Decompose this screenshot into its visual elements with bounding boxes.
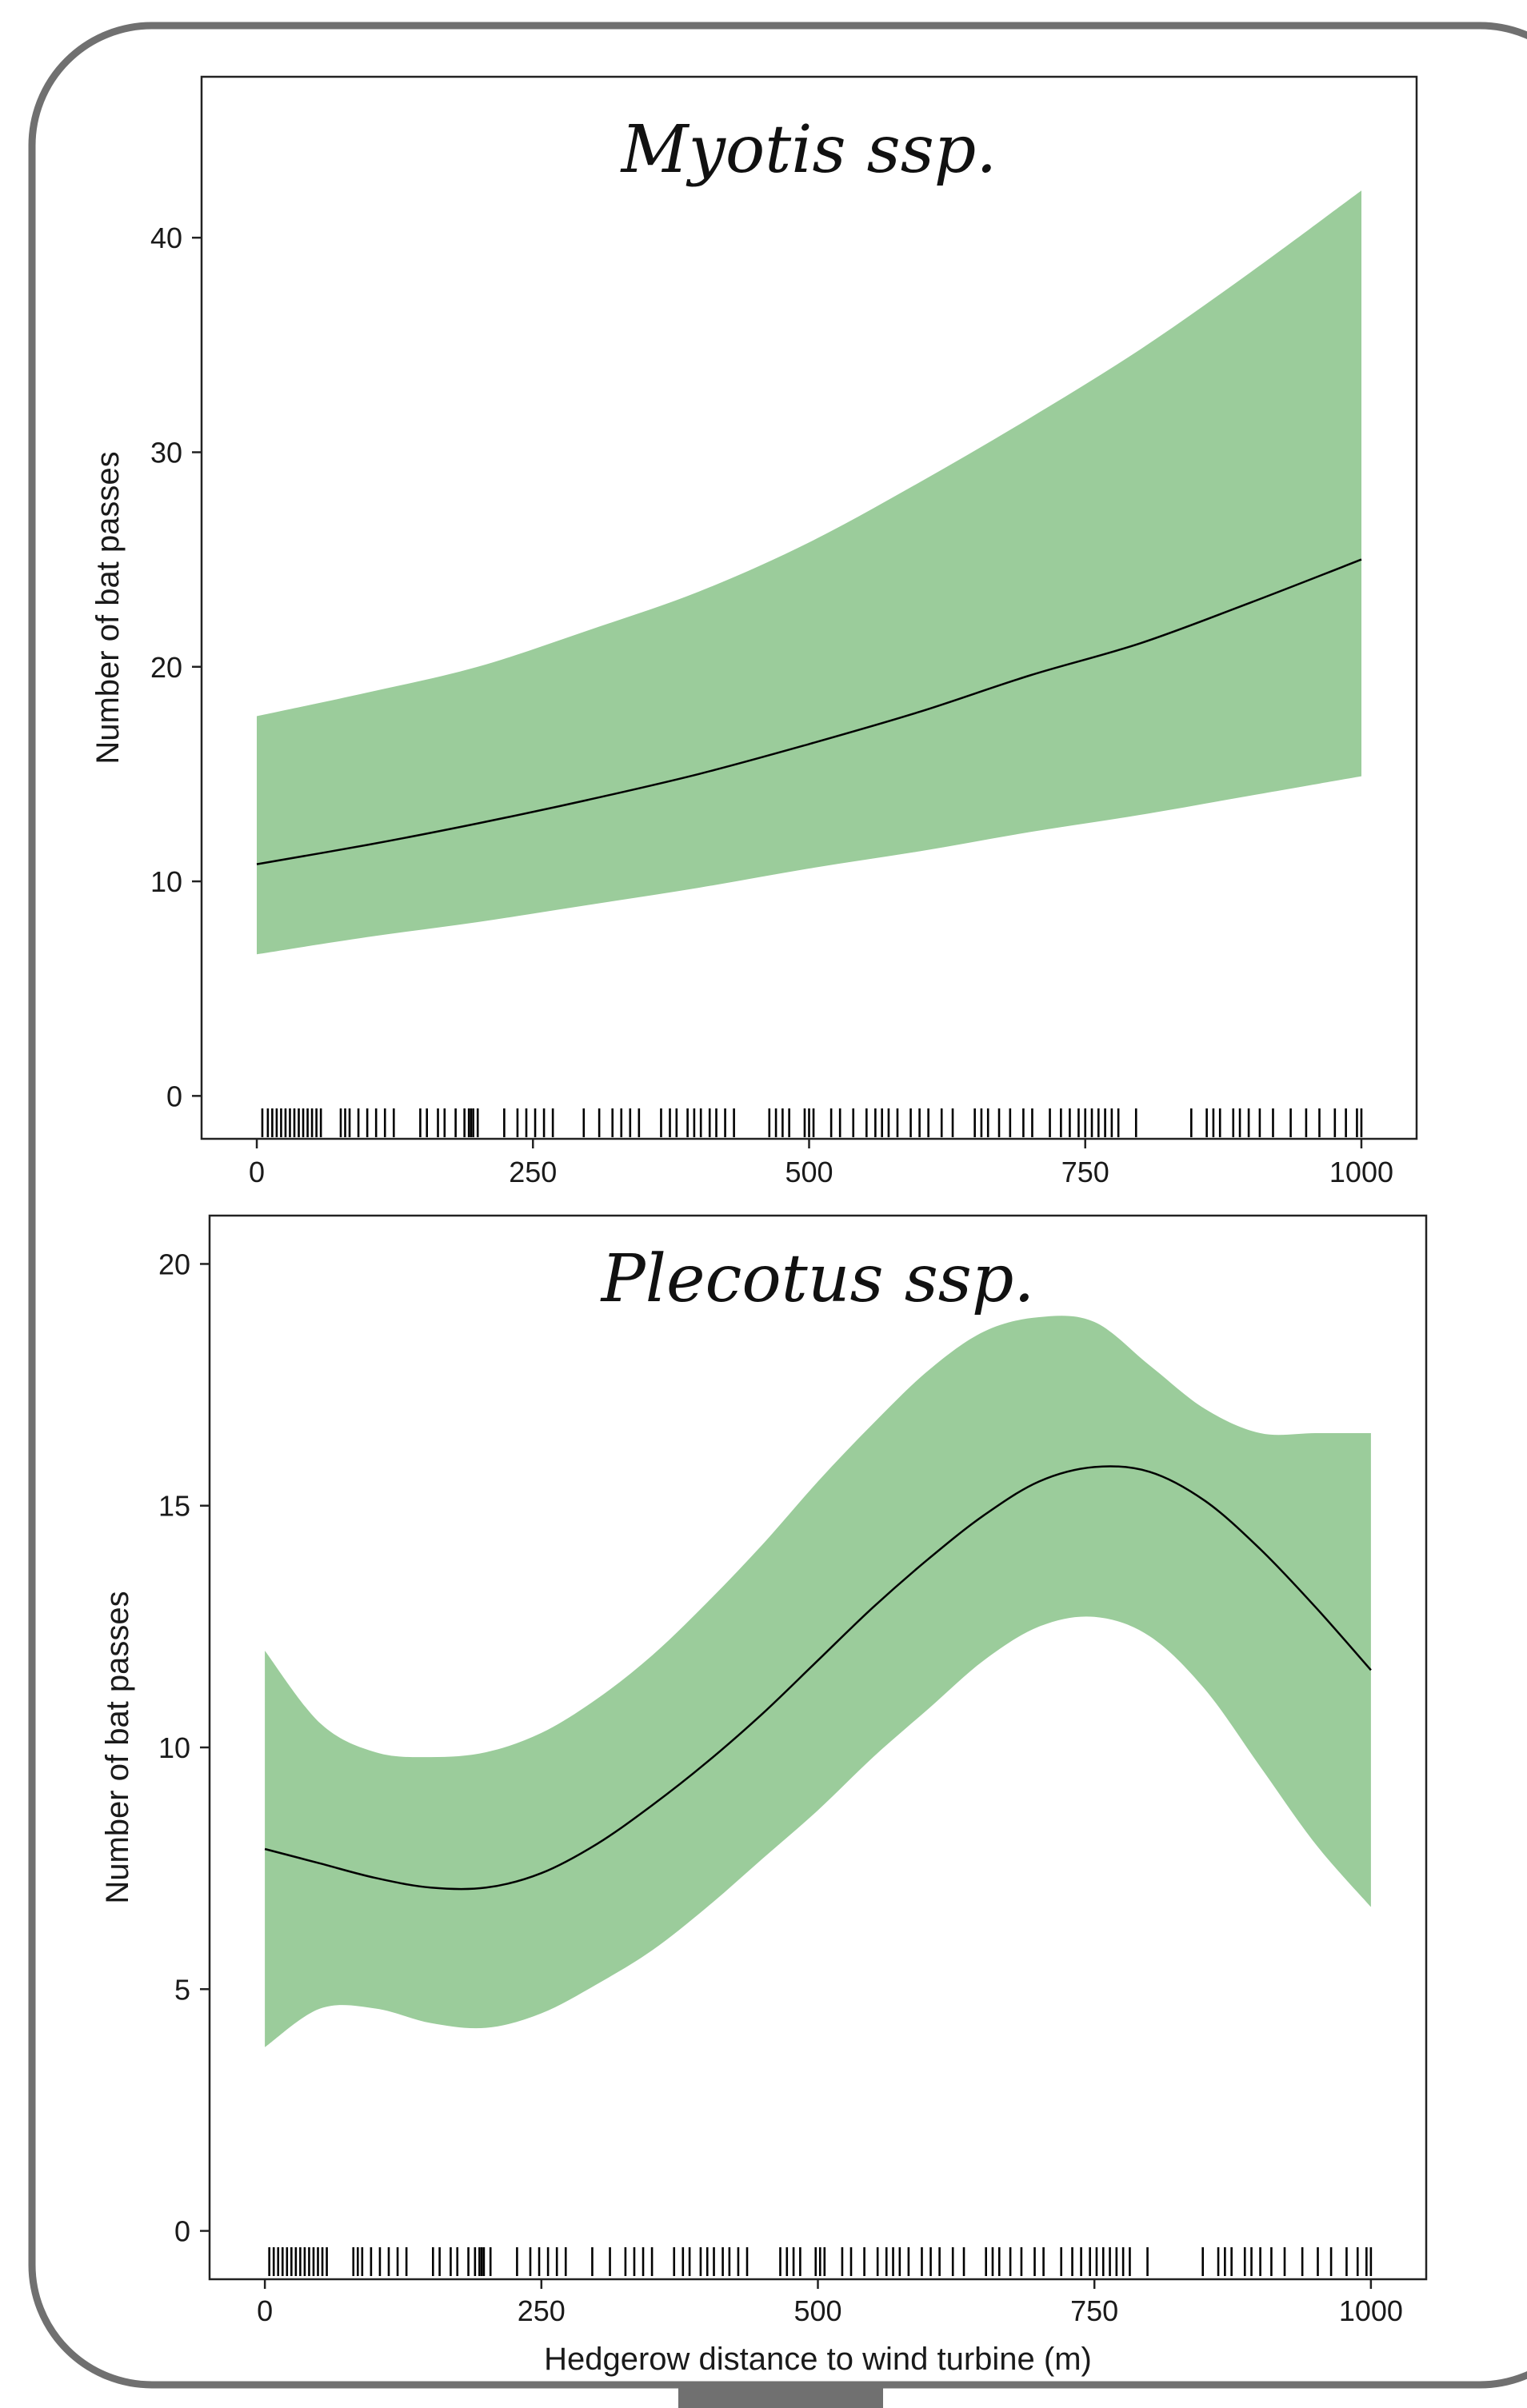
- outer-rounded-frame: [28, 22, 1527, 2389]
- fitted-line: [256, 558, 1362, 865]
- y-tick-label: 30: [150, 436, 182, 469]
- y-tick-label: 10: [150, 865, 182, 898]
- confidence-band: [265, 1316, 1371, 2047]
- fitted-line: [264, 1465, 1372, 1891]
- x-tick-label: 0: [257, 2294, 273, 2327]
- y-axis-title: Number of bat passes: [100, 1591, 135, 1903]
- panel-title: Myotis ssp.: [620, 112, 997, 188]
- x-tick-label: 750: [1070, 2294, 1118, 2327]
- y-tick-label: 5: [174, 1973, 190, 2006]
- y-tick-label: 15: [158, 1490, 190, 1523]
- panel-title: Plecotus ssp.: [600, 1241, 1035, 1317]
- x-axis-title: Hedgerow distance to wind turbine (m): [544, 2342, 1092, 2377]
- x-tick-label: 500: [785, 1156, 833, 1188]
- y-tick-label: 20: [158, 1248, 190, 1280]
- x-tick-label: 250: [509, 1156, 557, 1188]
- y-tick-label: 0: [174, 2215, 190, 2248]
- y-tick-label: 10: [158, 1731, 190, 1764]
- x-tick-label: 0: [249, 1156, 265, 1188]
- rug-marks: [268, 2247, 1373, 2276]
- x-tick-label: 750: [1061, 1156, 1109, 1188]
- x-tick-label: 1000: [1329, 1156, 1393, 1188]
- x-tick-label: 250: [518, 2294, 566, 2327]
- x-tick-label: 1000: [1339, 2294, 1403, 2327]
- plecotus-panel: 0 5 10 15 20 0 250 500 750 1000 Plecotus ssp. Numbe…: [100, 1214, 1428, 2377]
- y-tick-label: 40: [150, 222, 182, 254]
- y-axis-title: Number of bat passes: [90, 451, 126, 764]
- myotis-panel: 0 10 20 30 40 0 250 500 750 1000 Myotis ssp. Number…: [90, 75, 1418, 1188]
- y-tick-label: 20: [150, 651, 182, 684]
- confidence-band: [257, 190, 1361, 955]
- y-tick-label: 0: [166, 1080, 182, 1112]
- bottom-frame-tab: [678, 2387, 883, 2408]
- rug-marks: [261, 1108, 1363, 1137]
- x-tick-label: 500: [793, 2294, 841, 2327]
